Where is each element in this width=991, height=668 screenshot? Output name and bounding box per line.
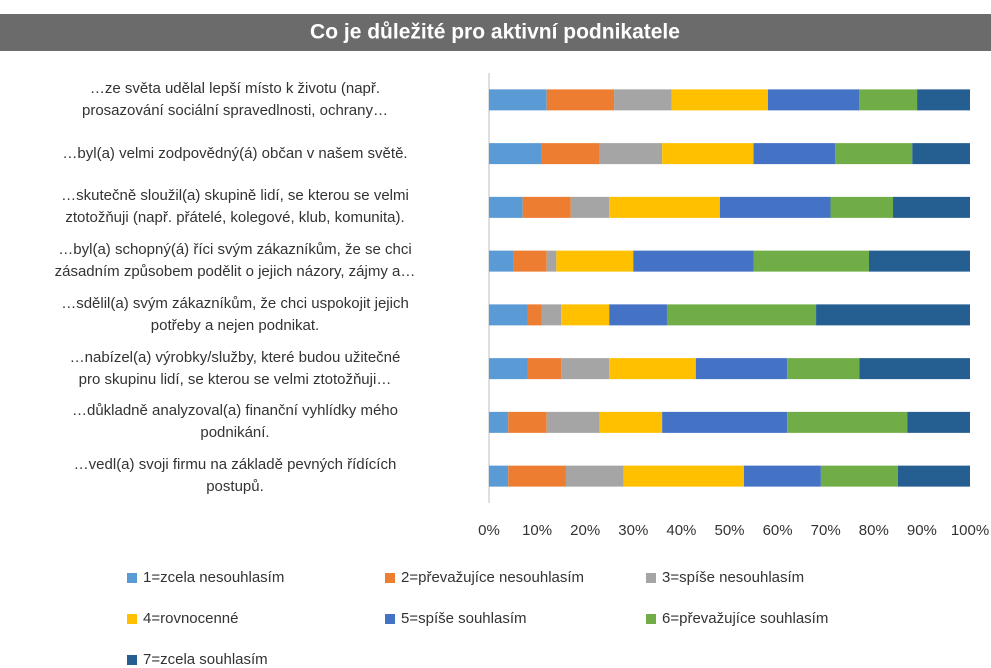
bar-segment	[662, 143, 754, 165]
x-tick-label: 70%	[811, 522, 841, 539]
bar-segment	[599, 411, 663, 433]
bar-segment	[527, 304, 542, 326]
bar-segment	[835, 143, 913, 165]
x-tick-label: 0%	[478, 522, 500, 539]
bar-segment	[522, 196, 571, 218]
legend-label: 7=zcela souhlasím	[143, 651, 268, 668]
x-tick-label: 90%	[907, 522, 937, 539]
bar-segment	[753, 143, 836, 165]
bar-segment	[695, 358, 788, 380]
bar-segment	[830, 196, 894, 218]
legend-label: 6=převažujíce souhlasím	[662, 610, 828, 627]
bar-segment	[489, 465, 509, 487]
y-tick-label: …nabízel(a) výrobky/služby, které budou …	[69, 348, 401, 388]
bar-segment	[912, 143, 970, 165]
y-tick-label: …ze světa udělal lepší místo k životu (n…	[82, 79, 388, 119]
bar-segment	[556, 250, 634, 272]
title-bar	[0, 14, 991, 51]
legend-swatch	[127, 573, 137, 583]
bar-segment	[671, 89, 768, 111]
bar-segment	[489, 304, 528, 326]
bar-segment	[897, 465, 970, 487]
x-tick-label: 100%	[951, 522, 989, 539]
bar-segment	[489, 196, 523, 218]
x-tick-label: 50%	[714, 522, 744, 539]
bar-segment	[859, 358, 970, 380]
legend-swatch	[127, 614, 137, 624]
bar-segment	[546, 411, 600, 433]
bar-segment	[508, 411, 547, 433]
x-tick-label: 80%	[859, 522, 889, 539]
bar-segment	[816, 304, 970, 326]
y-tick-label: …skutečně sloužil(a) skupině lidí, se kt…	[61, 187, 409, 227]
bar-segment	[609, 196, 720, 218]
bar-segment	[614, 89, 672, 111]
bar-segment	[489, 89, 547, 111]
bar-segment	[753, 250, 869, 272]
y-tick-label: …vedl(a) svoji firmu na základě pevných …	[73, 456, 397, 496]
bar-segment	[917, 89, 970, 111]
bar-segment	[513, 250, 547, 272]
bar-segment	[561, 358, 610, 380]
bar-segment	[609, 304, 667, 326]
bar-segment	[541, 143, 600, 165]
x-tick-label: 30%	[618, 522, 648, 539]
bar-segment	[527, 358, 562, 380]
bar-segment	[787, 411, 908, 433]
bar-segment	[623, 465, 744, 487]
bar-segment	[565, 465, 624, 487]
legend-swatch	[127, 655, 137, 665]
y-tick-label: …byl(a) schopný(á) říci svým zákazníkům,…	[54, 241, 416, 281]
legend-label: 5=spíše souhlasím	[401, 610, 527, 627]
y-tick-label: …důkladně analyzoval(a) finanční vyhlídk…	[71, 402, 398, 442]
chart-title: Co je důležité pro aktivní podnikatele	[310, 21, 680, 44]
bar-segment	[609, 358, 696, 380]
bar-segment	[907, 411, 970, 433]
bar-segment	[541, 304, 562, 326]
x-tick-label: 40%	[666, 522, 696, 539]
bar-segment	[489, 358, 528, 380]
legend-swatch	[385, 614, 395, 624]
bar-segment	[859, 89, 918, 111]
legend-swatch	[646, 614, 656, 624]
legend-swatch	[385, 573, 395, 583]
x-tick-label: 10%	[522, 522, 552, 539]
bar-segment	[633, 250, 754, 272]
x-tick-label: 20%	[570, 522, 600, 539]
bar-segment	[868, 250, 970, 272]
bar-segment	[719, 196, 831, 218]
bar-segment	[893, 196, 970, 218]
bar-segment	[570, 196, 610, 218]
bar-segment	[561, 304, 610, 326]
y-tick-label: …sdělil(a) svým zákazníkům, že chci uspo…	[61, 294, 409, 334]
bar-segment	[599, 143, 663, 165]
legend-label: 2=převažujíce nesouhlasím	[401, 569, 584, 586]
bar-segment	[787, 358, 860, 380]
bar-segment	[489, 143, 542, 165]
legend-label: 4=rovnocenné	[143, 610, 239, 627]
x-tick-label: 60%	[763, 522, 793, 539]
bar-segment	[662, 411, 788, 433]
legend-swatch	[646, 573, 656, 583]
legend-label: 3=spíše nesouhlasím	[662, 569, 804, 586]
bar-segment	[508, 465, 566, 487]
bar-segment	[767, 89, 860, 111]
bar-segment	[489, 411, 509, 433]
bar-segment	[546, 250, 557, 272]
bar-segment	[820, 465, 898, 487]
bar-segment	[743, 465, 821, 487]
bar-segment	[666, 304, 817, 326]
legend-label: 1=zcela nesouhlasím	[143, 569, 284, 586]
y-tick-label: …byl(a) velmi zodpovědný(á) občan v naše…	[62, 144, 408, 162]
bar-segment	[546, 89, 615, 111]
bar-segment	[489, 250, 514, 272]
